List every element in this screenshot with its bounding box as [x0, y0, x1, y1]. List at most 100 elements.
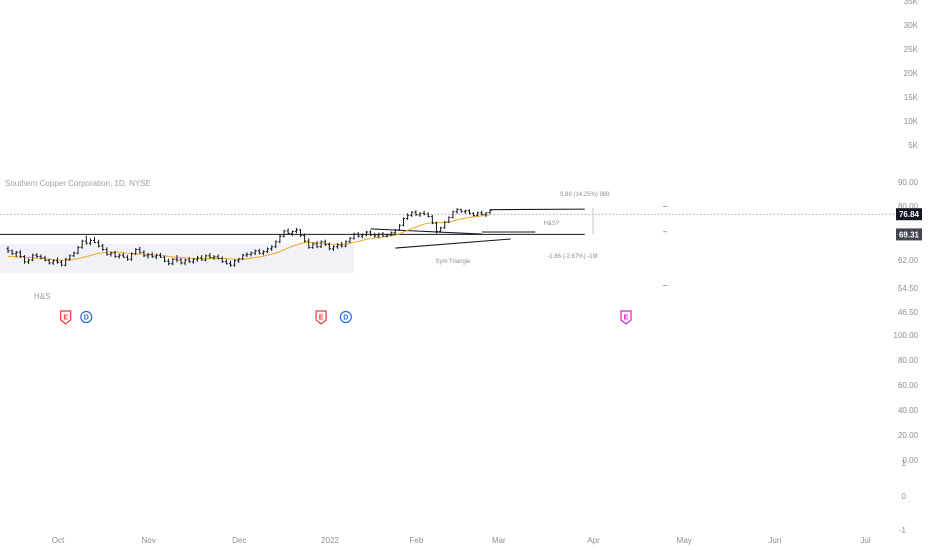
month-label: Oct	[52, 536, 65, 545]
ohlc-bar	[266, 247, 270, 253]
ohlc-bar	[204, 254, 208, 262]
price-tag: 69.31	[896, 228, 922, 241]
earnings-marker-shield	[620, 310, 632, 325]
ohlc-bar	[459, 208, 463, 213]
ohlc-bar	[154, 253, 158, 260]
indicator-axis-secondary: 1 0 -1	[899, 459, 907, 535]
ohlc-bar	[447, 216, 451, 224]
ohlc-bar	[18, 250, 22, 258]
ohlc-bar	[303, 233, 307, 243]
volume-tick-label: 10K	[904, 117, 919, 126]
ohlc-bar	[257, 248, 261, 255]
ohlc-bar	[175, 255, 179, 263]
ohlc-bar	[311, 242, 315, 249]
ohlc-bar	[377, 232, 381, 239]
volume-tick-label: 15K	[904, 93, 919, 102]
event-marker-label: E	[624, 315, 629, 322]
event-marker-label: E	[63, 315, 68, 322]
month-label: Apr	[587, 536, 600, 545]
price-tag: 76.84	[896, 208, 922, 221]
ohlc-bar	[228, 260, 232, 267]
ohlc-bar	[241, 253, 245, 260]
ohlc-bar	[443, 221, 447, 229]
price-tick-label: 54.50	[898, 284, 919, 293]
ohlc-bar	[171, 257, 175, 266]
month-label: Mar	[492, 536, 506, 545]
ohlc-bar	[158, 253, 162, 258]
ohlc-bar	[22, 255, 26, 264]
ohlc-bar	[290, 230, 294, 237]
price-tag-box	[896, 228, 922, 241]
ohlc-bar	[31, 253, 35, 262]
hs-right-label: H&S?	[544, 221, 560, 227]
indicator-tick-label: 80.00	[898, 356, 919, 365]
ohlc-bar	[270, 245, 274, 251]
annotations-layer: H&S H&S? Sym Triangle 9.89 (14.25%) 989 -1.8…	[34, 192, 610, 301]
ohlc-bar	[93, 236, 97, 244]
ohlc-bar	[113, 250, 117, 258]
indicator-tick-label: 60.00	[898, 381, 919, 390]
ohlc-bar	[43, 255, 47, 262]
measure-up-label: 9.89 (14.25%) 989	[560, 192, 610, 198]
ohlc-bar	[117, 253, 121, 259]
month-label: Feb	[410, 536, 424, 545]
ohlc-bar	[179, 257, 183, 265]
ohlc-bar	[418, 212, 422, 217]
ohlc-bar	[472, 212, 476, 217]
month-label: Jul	[860, 536, 870, 545]
channel-top-line	[490, 208, 585, 211]
ohlc-bar	[352, 232, 356, 240]
ohlc-bar	[364, 230, 368, 237]
ohlc-bar	[237, 257, 241, 263]
ohlc-bar	[336, 243, 340, 249]
ohlc-bar	[200, 255, 204, 261]
time-axis: Oct Nov Dec 2022 Feb Mar Apr May Jun Jul	[52, 536, 871, 545]
ohlc-bar	[138, 246, 142, 254]
dividend-marker-circle	[339, 310, 352, 324]
ohlc-bar	[315, 241, 319, 249]
ohlc-bar	[393, 228, 397, 235]
ohlc-bar	[369, 230, 373, 237]
ohlc-bar	[196, 255, 200, 262]
ohlc-bar	[72, 251, 76, 258]
ohlc-bar	[430, 214, 434, 225]
ohlc-bar	[167, 258, 171, 266]
dividend-marker: D	[339, 310, 352, 324]
sym-triangle-label: Sym Triangle	[435, 259, 471, 265]
ohlc-bar	[484, 212, 488, 217]
indicator-tick-label: 100.00	[894, 331, 919, 340]
event-marker-label: D	[343, 315, 348, 322]
ohlc-bar	[381, 232, 385, 237]
ohlc-bar	[245, 252, 249, 258]
earnings-marker-shield	[315, 310, 327, 325]
ohlc-bar	[142, 250, 146, 258]
ohlc-bar	[125, 255, 129, 261]
ohlc-bar	[274, 240, 278, 249]
indicator2-tick-label: -1	[899, 526, 907, 535]
ohlc-bar	[10, 249, 14, 256]
volume-tick-label: 25K	[904, 45, 919, 54]
ohlc-bar	[163, 255, 167, 263]
ohlc-bar	[439, 226, 443, 233]
ohlc-bar	[319, 240, 323, 249]
earnings-marker: E	[315, 310, 327, 325]
ohlc-bar	[80, 239, 84, 249]
ohlc-bar	[426, 212, 430, 218]
ohlc-bar	[27, 258, 31, 265]
ohlc-bar	[414, 210, 418, 216]
ohlc-bar	[406, 213, 410, 221]
price-tag-box	[896, 208, 922, 221]
hs-left-label: H&S	[34, 292, 50, 301]
ohlc-bar	[253, 249, 257, 256]
ohlc-bar	[130, 252, 134, 261]
price-tick-label: 46.50	[898, 308, 919, 317]
indicator2-tick-label: 1	[902, 459, 907, 468]
earnings-marker-shield	[60, 310, 72, 325]
ohlc-bar	[121, 253, 125, 258]
price-tag-value: 69.31	[899, 230, 920, 239]
ohlc-bar	[39, 254, 43, 260]
dividend-marker-circle	[80, 310, 93, 324]
ohlc-bar	[97, 239, 101, 248]
ohlc-bar	[14, 250, 18, 258]
